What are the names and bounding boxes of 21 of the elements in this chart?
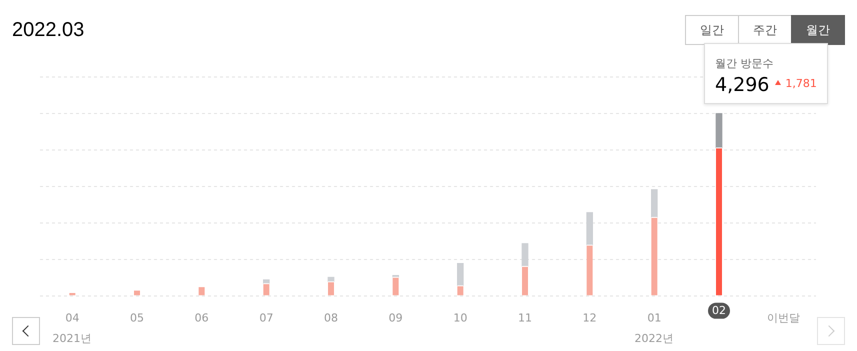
x-tick-label: 06 bbox=[194, 311, 209, 324]
x-tick-label: 10 bbox=[453, 311, 468, 324]
x-tick-label: 12 bbox=[582, 311, 597, 324]
x-tick-label: 02 bbox=[712, 304, 726, 318]
text: 주간 bbox=[738, 15, 792, 45]
text: 1,781 bbox=[785, 77, 817, 90]
text: 월간 방문수 bbox=[715, 57, 774, 70]
text: 2021년 bbox=[52, 331, 92, 346]
x-tick-label: 01 bbox=[647, 311, 662, 324]
text: 2022년 bbox=[634, 331, 674, 346]
x-tick-label: 이번달 bbox=[767, 311, 800, 324]
x-tick-label: 08 bbox=[324, 311, 338, 324]
x-tick-label: 05 bbox=[130, 311, 144, 324]
text: 일간 bbox=[685, 15, 739, 45]
chart-title: 2022.03 bbox=[12, 19, 84, 42]
x-tick-label: 09 bbox=[388, 311, 403, 324]
text: 월간 bbox=[791, 15, 845, 45]
x-tick-label: 04 bbox=[65, 311, 80, 324]
annotation: 4,296 bbox=[715, 74, 770, 96]
x-tick-label: 11 bbox=[518, 311, 532, 324]
x-tick-label: 07 bbox=[259, 311, 274, 324]
